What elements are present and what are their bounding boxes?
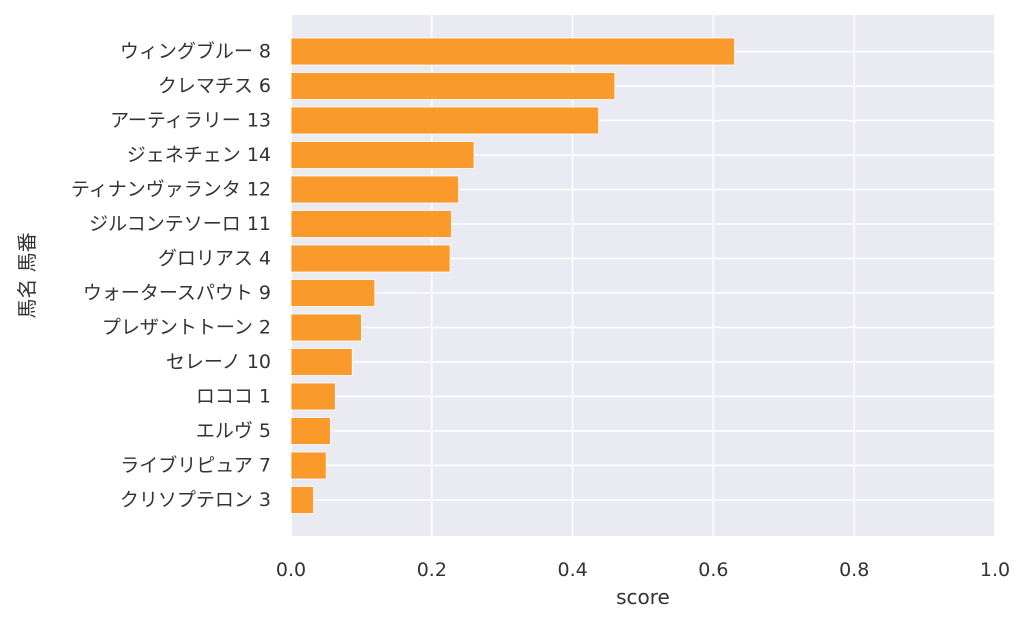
y-tick-label: ジルコンテソーロ 11	[89, 213, 271, 235]
bars	[290, 37, 735, 514]
plot-area	[291, 15, 995, 536]
x-tick-label: 0.8	[839, 559, 869, 581]
bar	[290, 348, 353, 376]
x-tick-label: 0.0	[276, 559, 306, 581]
bar	[290, 141, 475, 169]
y-tick-label: ウィングブルー 8	[120, 40, 271, 63]
y-tick-label: ジェネチェン 14	[127, 144, 271, 166]
y-tick-label: アーティラリー 13	[110, 110, 271, 132]
y-axis-label: 馬名 馬番	[15, 232, 39, 318]
y-tick-label: エルヴ 5	[196, 420, 271, 442]
bar	[290, 210, 452, 238]
y-tick-label: ロココ 1	[196, 386, 271, 408]
y-tick-label: プレザントトーン 2	[102, 317, 271, 339]
y-tick-label: ウォータースパウト 9	[83, 282, 271, 304]
bar	[290, 37, 735, 66]
bar	[290, 486, 314, 514]
x-tick-label: 0.6	[698, 559, 728, 581]
category-labels: ウィングブルー 8 クレマチス 6 アーティラリー 13 ジェネチェン 14 ティナンヴ…	[71, 40, 271, 512]
bar	[290, 417, 331, 445]
bar	[290, 313, 362, 342]
bar	[290, 451, 327, 480]
x-tick-label: 0.2	[417, 559, 447, 581]
x-tick-labels: 0.0 0.2 0.4 0.6 0.8 1.0	[276, 559, 1010, 581]
y-tick-label: セレーノ 10	[166, 351, 271, 373]
bar	[290, 244, 451, 273]
x-axis-label: score	[616, 585, 670, 609]
x-tick-label: 0.4	[557, 559, 587, 581]
bar	[290, 72, 616, 100]
y-tick-label: クリソプテロン 3	[120, 489, 271, 511]
y-tick-label: クレマチス 6	[158, 75, 271, 97]
bar	[290, 175, 459, 204]
y-tick-label: グロリアス 4	[158, 248, 271, 270]
y-tick-label: ティナンヴァランタ 12	[71, 179, 271, 201]
bar	[290, 279, 376, 307]
bar	[290, 382, 336, 411]
y-tick-label: ライブリピュア 7	[120, 454, 271, 477]
bar	[290, 106, 600, 135]
x-tick-label: 1.0	[980, 559, 1010, 581]
